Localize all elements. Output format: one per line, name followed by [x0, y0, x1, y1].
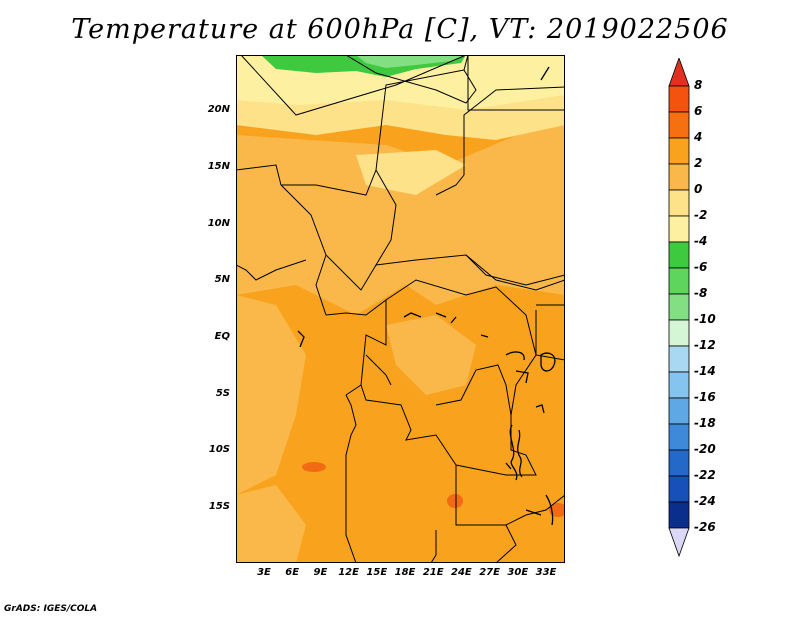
- colorbar-label: -10: [694, 312, 716, 326]
- field-light-orange-south: [236, 485, 306, 563]
- longitude-label: 9E: [313, 567, 328, 578]
- map-title: Temperature at 600hPa [C], VT: 201902250…: [71, 14, 729, 45]
- country-borders: [236, 55, 565, 563]
- temperature-map: [236, 55, 565, 563]
- colorbar-label: 8: [694, 78, 703, 92]
- longitude-label: 12E: [338, 567, 359, 578]
- colorbar-label: 0: [694, 182, 703, 196]
- field-light-orange-west: [236, 115, 565, 315]
- field-deep-orange-spot-3: [549, 503, 565, 517]
- colorbar-box: [668, 215, 690, 243]
- colorbar-box: [668, 85, 690, 113]
- field-light-green: [356, 55, 466, 68]
- colorbar-box: [668, 371, 690, 399]
- colorbar-label: -18: [694, 416, 716, 430]
- colorbar-box: [668, 449, 690, 477]
- latitude-label: 15S: [208, 501, 230, 512]
- colorbar-label: -8: [694, 286, 708, 300]
- longitude-label: 27E: [479, 567, 500, 578]
- colorbar-box: [668, 137, 690, 165]
- colorbar-box: [668, 501, 690, 529]
- longitude-label: 6E: [285, 567, 300, 578]
- colorbar-label: 2: [694, 156, 703, 170]
- colorbar-label: -26: [694, 520, 716, 534]
- colorbar-box: [668, 397, 690, 425]
- colorbar-box: [668, 423, 690, 451]
- colorbar-box: [668, 345, 690, 373]
- colorbar-bottom-triangle: [668, 527, 690, 558]
- colorbar-label: -2: [694, 208, 708, 222]
- colorbar-label: -20: [694, 442, 716, 456]
- colorbar-box: [668, 319, 690, 347]
- colorbar: [668, 58, 690, 558]
- longitude-label: 18E: [394, 567, 416, 578]
- longitude-label: 30E: [507, 567, 529, 578]
- longitude-label: 3E: [257, 567, 271, 578]
- field-deep-orange-spot-2: [447, 494, 463, 508]
- longitude-label: 24E: [451, 567, 472, 578]
- colorbar-label: -14: [694, 364, 716, 378]
- latitude-label: 15N: [207, 161, 230, 172]
- field-light-orange-atlantic: [236, 295, 306, 495]
- latitude-label: 10N: [207, 218, 230, 229]
- colorbar-label: 4: [694, 130, 703, 144]
- latitude-label: 5N: [214, 274, 230, 285]
- colorbar-top-triangle: [668, 58, 690, 87]
- longitude-label: 15E: [366, 567, 388, 578]
- colorbar-box: [668, 111, 690, 139]
- temperature-field: [236, 55, 565, 563]
- colorbar-box: [668, 267, 690, 295]
- map-frame: [236, 55, 565, 563]
- colorbar-box: [668, 241, 690, 269]
- colorbar-box: [668, 293, 690, 321]
- colorbar-box: [668, 163, 690, 191]
- latitude-label: 10S: [208, 444, 230, 455]
- field-deep-orange-spot-1: [302, 462, 326, 472]
- colorbar-label: -22: [694, 468, 716, 482]
- colorbar-label: -24: [694, 494, 716, 508]
- colorbar-label: -12: [694, 338, 716, 352]
- colorbar-label: 6: [694, 104, 703, 118]
- latitude-label: EQ: [214, 331, 230, 342]
- colorbar-box: [668, 189, 690, 217]
- longitude-label: 21E: [422, 567, 444, 578]
- colorbar-label: -4: [694, 234, 708, 248]
- colorbar-box: [668, 475, 690, 503]
- field-light-orange-congo: [386, 315, 476, 395]
- longitude-label: 33E: [535, 567, 557, 578]
- lakes: [297, 66, 556, 526]
- colorbar-label: -6: [694, 260, 708, 274]
- latitude-label: 20N: [207, 104, 230, 115]
- latitude-label: 5S: [215, 388, 230, 399]
- colorbar-label: -16: [694, 390, 716, 404]
- credit-footer: GrADS: IGES/COLA: [4, 604, 98, 614]
